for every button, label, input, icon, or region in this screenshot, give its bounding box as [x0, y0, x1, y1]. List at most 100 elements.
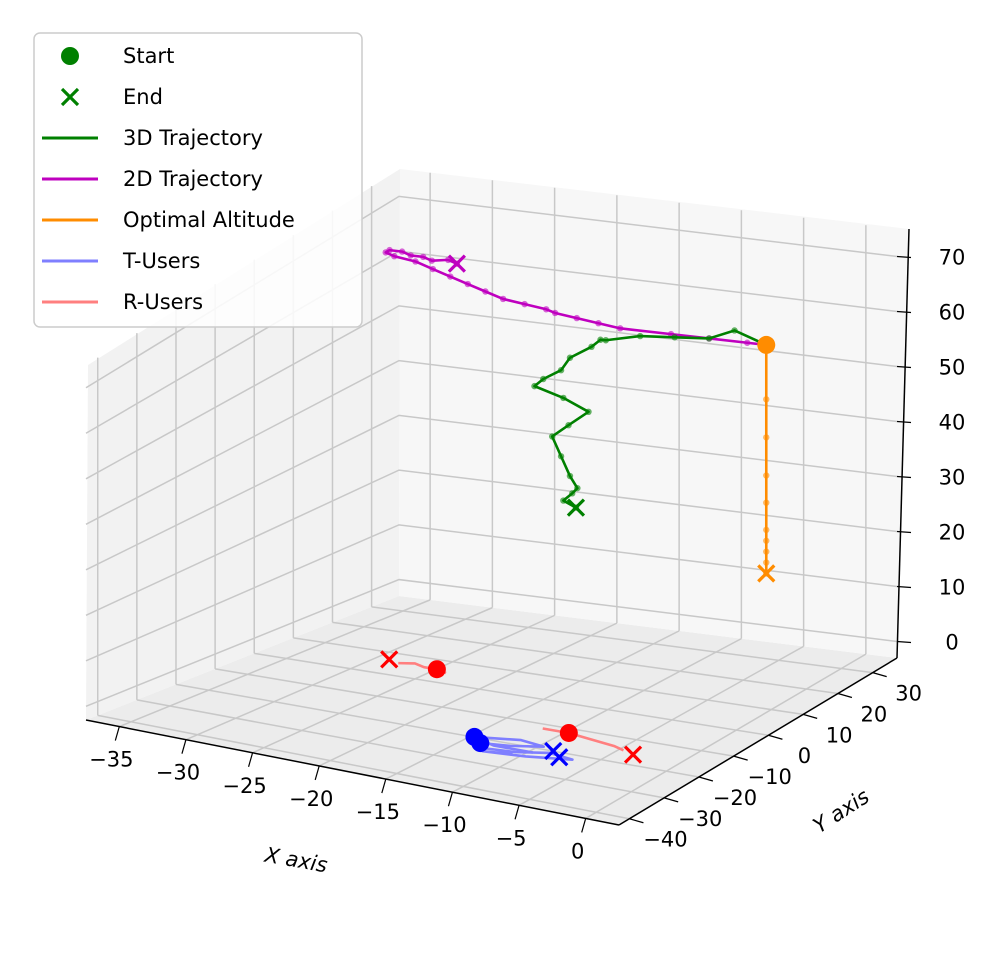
- y-tick: [768, 734, 783, 740]
- legend-x-marker: [60, 87, 80, 107]
- x-tick-label: −15: [356, 800, 400, 824]
- z-tick: [896, 640, 912, 644]
- y-tick: [872, 672, 887, 678]
- z-tick: [896, 310, 912, 314]
- 3d-trajectory-line-point: [566, 354, 574, 361]
- 2d-trajectory-line-point: [521, 300, 528, 308]
- floor-pane: [86, 596, 897, 825]
- legend-entry: Start: [61, 44, 174, 68]
- x-tick-label: −10: [422, 813, 466, 837]
- grid-line-x: [252, 614, 555, 754]
- 3d-trajectory-line-point: [566, 472, 574, 480]
- 2d-trajectory-line-point: [428, 257, 436, 264]
- x-marker-stroke: [447, 254, 467, 273]
- x-axis-line: [85, 719, 620, 826]
- 3d-trajectory-line-point: [557, 367, 565, 374]
- y-tick: [803, 713, 818, 719]
- legend-entry: R-Users: [42, 290, 203, 314]
- optimal-altitude-line-point: [763, 499, 770, 506]
- optimal-altitude-end-marker: [757, 564, 776, 583]
- 3d-trajectory-line-point: [597, 336, 604, 343]
- t-users-end-marker: [550, 748, 569, 767]
- x-marker-stroke: [550, 748, 569, 767]
- y-tick: [664, 797, 679, 803]
- grid-line-y: [136, 699, 665, 799]
- legend-entry: 2D Trajectory: [42, 167, 263, 191]
- 3d-trajectory-line-point: [531, 382, 538, 390]
- 3d-trajectory-line: [533, 329, 767, 509]
- x-marker-stroke: [757, 564, 776, 583]
- grid-line-y: [175, 683, 700, 778]
- x-marker-stroke: [566, 498, 586, 517]
- grid-line-x: [185, 606, 493, 741]
- x-marker-stroke: [623, 745, 643, 764]
- 2d-trajectory-line-point: [542, 306, 550, 313]
- 2d-trajectory-line-point: [551, 309, 559, 317]
- x-tick-label: −5: [496, 826, 527, 850]
- legend-circle-marker: [61, 47, 79, 65]
- 2d-trajectory-line-point: [386, 246, 393, 254]
- 2d-trajectory-line-point: [482, 288, 489, 295]
- t-users-start-marker: [471, 734, 490, 753]
- grid-line-y: [293, 637, 804, 716]
- optimal-altitude-line-point: [763, 559, 770, 566]
- 2d-trajectory-line-point: [420, 253, 427, 261]
- x-tick: [447, 792, 454, 807]
- y-axis-line: [618, 657, 898, 826]
- legend-label: R-Users: [123, 290, 203, 314]
- 2d-trajectory-end-marker: [447, 254, 467, 273]
- z-tick-label: 60: [939, 301, 966, 325]
- y-tick: [698, 776, 714, 782]
- r-users-end-marker: [623, 745, 643, 764]
- 3d-trajectory-line-point: [585, 408, 592, 416]
- 2d-trajectory-line-point: [744, 339, 751, 346]
- legend-label: 2D Trajectory: [123, 167, 263, 191]
- grid-line-z: [85, 578, 898, 708]
- back-pane: [399, 169, 909, 658]
- legend-entry: End: [60, 85, 163, 109]
- 2d-trajectory-line-point: [617, 325, 624, 332]
- x-tick: [581, 818, 587, 833]
- z-tick: [896, 585, 912, 589]
- 3d-trajectory-line-point: [671, 334, 678, 341]
- y-tick-label: −40: [643, 828, 687, 852]
- optimal-altitude-line-point: [763, 526, 770, 534]
- t-users-line: [473, 735, 546, 754]
- z-tick-label: 20: [939, 521, 966, 545]
- grid-line-y: [254, 652, 769, 736]
- z-tick: [896, 365, 912, 369]
- z-tick-label: 40: [939, 411, 966, 435]
- 2d-trajectory-line-point: [412, 258, 419, 265]
- y-tick-label: −30: [678, 807, 722, 831]
- y-tick: [629, 818, 644, 824]
- x-tick: [114, 726, 120, 741]
- optimal-altitude-line-point: [763, 548, 770, 555]
- legend-box: [33, 32, 363, 328]
- 3d-trajectory-line-point: [548, 433, 556, 440]
- legend-entry: T-Users: [42, 249, 200, 273]
- x-axis-label: X axis: [262, 843, 329, 878]
- grid-line-x: [518, 645, 804, 806]
- z-tick-label: 50: [939, 356, 966, 380]
- 2d-trajectory-line-point: [407, 252, 414, 259]
- 2d-trajectory-line-point: [573, 314, 580, 322]
- y-tick-label: 30: [895, 682, 922, 706]
- z-tick-label: 10: [939, 576, 966, 600]
- x-tick: [247, 752, 254, 767]
- grid-line-z: [85, 414, 898, 571]
- legend-entry: 3D Trajectory: [42, 126, 263, 150]
- tick-labels: −35−30−25−20−15−10−50 −40−30−20−100102030…: [89, 246, 965, 864]
- grid-line-z: [85, 359, 898, 525]
- x-tick-label: −35: [89, 748, 133, 772]
- legend-label: 3D Trajectory: [123, 126, 263, 150]
- 2d-trajectory-line-point: [499, 295, 507, 303]
- y-tick: [733, 755, 748, 761]
- x-tick-label: 0: [571, 839, 584, 863]
- optimal-altitude-line-point: [763, 472, 770, 479]
- 3d-trajectory-line-point: [602, 337, 609, 344]
- z-tick: [896, 255, 912, 259]
- data-series: [382, 246, 770, 761]
- z-tick: [896, 475, 912, 479]
- r-users-end-marker: [380, 650, 399, 669]
